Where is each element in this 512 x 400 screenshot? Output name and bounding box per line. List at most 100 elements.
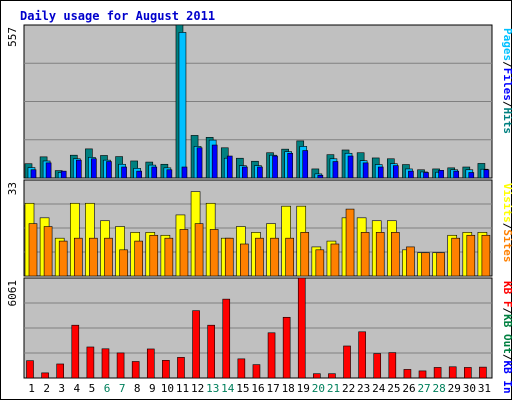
sites-bar (421, 252, 430, 277)
pages-bar (362, 162, 369, 179)
pages-bar (423, 172, 429, 179)
sites-bar (224, 237, 234, 277)
kb_f-bar (237, 358, 246, 379)
legend-entry: / (501, 61, 512, 68)
pages-bar (438, 170, 444, 179)
sites-bar (149, 234, 159, 277)
panel-bars (24, 191, 491, 277)
sites-bar (240, 243, 249, 277)
kb_f-bar (71, 324, 80, 379)
sites-bar (315, 249, 325, 277)
pages-bar (242, 166, 248, 179)
pages-bar (181, 166, 188, 179)
panel-legend: Visits/Sites (501, 183, 512, 263)
kb_f-bar (343, 345, 351, 379)
x-tick-label: 19 (297, 382, 310, 395)
legend-entry: / (501, 101, 512, 108)
pages-bar (257, 166, 263, 179)
kb_f-bar (448, 366, 457, 379)
x-tick-label: 29 (448, 382, 461, 395)
x-tick-label: 21 (327, 382, 340, 395)
kb_f-bar (162, 360, 170, 379)
kb_f-bar (56, 363, 64, 379)
pages-bar (211, 144, 218, 179)
x-tick-label: 27 (417, 382, 430, 395)
pages-bar (483, 169, 490, 179)
kb_f-bar (101, 348, 110, 379)
kb_f-bar (282, 316, 291, 379)
panel-2: 33 Visits/Sites (6, 179, 512, 277)
panel-max-label: 33 (6, 182, 19, 195)
legend-entry: / (501, 223, 512, 230)
sites-bar (194, 223, 204, 277)
x-tick-label: 9 (149, 382, 156, 395)
pages-bar (60, 170, 67, 179)
kb_f-bar (146, 348, 155, 379)
kb_f-bar (86, 346, 95, 379)
pages-bar (151, 166, 158, 179)
pages-bar (468, 172, 475, 179)
kb_f-bar (26, 360, 34, 379)
sites-bar (89, 237, 98, 277)
sites-bar (345, 208, 355, 277)
sites-bar (300, 232, 310, 277)
legend-entry: Hits (501, 108, 512, 135)
x-tick-label: 22 (342, 382, 355, 395)
sites-bar (164, 237, 174, 277)
x-tick-label: 25 (387, 382, 400, 395)
sites-bar (375, 232, 385, 277)
chart-title: Daily usage for August 2011 (20, 9, 215, 23)
x-tick-label: 15 (236, 382, 249, 395)
x-tick-label: 16 (251, 382, 264, 395)
legend-entry: Sites (501, 229, 512, 262)
kb_f-bar (464, 367, 472, 379)
x-tick-label: 12 (191, 382, 204, 395)
x-tick-label: 17 (266, 382, 279, 395)
kb_f-bar (177, 357, 185, 379)
pages-bar (226, 155, 233, 179)
files-bar (178, 32, 187, 179)
pages-bar (166, 169, 173, 179)
sites-bar (73, 237, 83, 277)
kb_f-bar (388, 352, 397, 379)
legend-entry: / (501, 354, 512, 361)
x-tick-label: 18 (282, 382, 295, 395)
sites-bar (360, 232, 370, 277)
kb_f-bar (207, 324, 215, 379)
legend-entry: KB F (501, 281, 512, 308)
x-tick-label: 10 (161, 382, 174, 395)
pages-bar (196, 147, 203, 179)
sites-bar (104, 237, 113, 277)
legend-entry: KB In (501, 361, 512, 394)
kb_f-bar (433, 367, 442, 379)
x-tick-label: 23 (357, 382, 370, 395)
pages-bar (30, 169, 37, 179)
pages-bar (272, 155, 278, 179)
x-tick-label: 28 (433, 382, 446, 395)
sites-bar (58, 240, 68, 277)
panel-max-label: 6061 (6, 280, 19, 307)
pages-bar (45, 162, 52, 179)
pages-bar (408, 170, 414, 179)
kb_f-bar (297, 277, 306, 379)
panel-legend: Pages/Files/Hits (501, 28, 512, 134)
sites-bar (285, 237, 294, 277)
x-tick-label: 8 (134, 382, 141, 395)
x-axis-labels: 1 2 3 4 5 6 7 8 9 10 11 12 13 14 15 16 17 18 19 20 21 22 23 24 2… (28, 382, 491, 395)
x-tick-label: 26 (402, 382, 415, 395)
x-tick-label: 30 (463, 382, 476, 395)
x-tick-label: 4 (74, 382, 81, 395)
kb_f-bar (41, 372, 49, 379)
pages-bar (302, 150, 309, 179)
x-tick-label: 31 (478, 382, 491, 395)
legend-entry: / (501, 308, 512, 315)
pages-bar (136, 170, 142, 179)
x-tick-label: 7 (119, 382, 126, 395)
pages-bar (393, 165, 399, 179)
pages-bar (121, 166, 127, 179)
kb_f-bar (252, 364, 261, 379)
